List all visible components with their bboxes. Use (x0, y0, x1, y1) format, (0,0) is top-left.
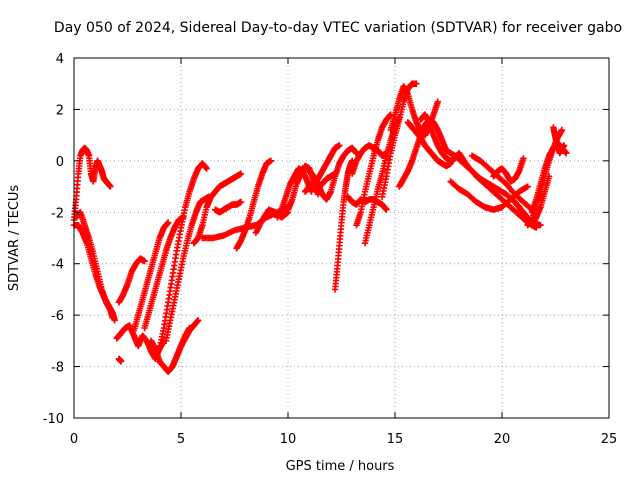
series-12 (190, 170, 245, 247)
data-point (194, 317, 202, 324)
series-36 (490, 155, 527, 185)
series-9 (156, 160, 210, 352)
series-14 (212, 198, 245, 216)
y-tick-labels: 4 2 0 -2 -4 -6 -8 -10 (43, 52, 64, 427)
x-tick-label: 10 (280, 432, 297, 447)
y-tick-label: -4 (51, 258, 64, 273)
data-point (308, 188, 315, 195)
data-point (203, 165, 210, 172)
series-16 (252, 206, 292, 237)
data-point (533, 224, 540, 231)
series-31 (417, 111, 463, 165)
data-point (560, 142, 568, 149)
grid-lines (74, 58, 609, 418)
series-15 (233, 157, 275, 252)
chart-title: Day 050 of 2024, Sidereal Day-to-day VTE… (54, 20, 622, 36)
data-point (331, 170, 339, 177)
data-point (524, 183, 531, 190)
data-point (434, 98, 441, 105)
x-tick-label: 25 (601, 432, 618, 447)
x-tick-label: 5 (177, 432, 185, 447)
data-point (383, 206, 390, 213)
series-3 (115, 355, 125, 365)
x-axis-label: GPS time / hours (286, 459, 395, 474)
x-tick-label: 15 (387, 432, 404, 447)
data-point (117, 358, 125, 365)
data-point (111, 317, 118, 324)
series-21 (314, 170, 339, 190)
series-11 (169, 317, 202, 370)
y-tick-label: 2 (56, 103, 64, 118)
data-point (237, 170, 245, 177)
data-point (141, 257, 148, 265)
data-point (336, 142, 343, 149)
y-axis-label: SDTVAR / TECUs (7, 185, 22, 292)
data-point (107, 183, 114, 190)
plot-frame (73, 57, 610, 419)
series-0 (70, 144, 114, 224)
x-tick-labels: 0 5 10 15 20 25 (70, 432, 617, 447)
series-40 (550, 124, 568, 157)
series-22 (331, 157, 356, 293)
data-point (558, 126, 566, 134)
series-20 (306, 144, 360, 203)
data-point (413, 80, 420, 87)
data-point (537, 221, 544, 229)
data-point (237, 198, 245, 206)
series-2 (70, 221, 118, 324)
data-point (520, 155, 527, 162)
y-tick-label: -2 (51, 206, 64, 221)
data-point (164, 219, 172, 226)
series-6 (130, 219, 172, 334)
series-5 (115, 255, 148, 306)
axis-ticks (73, 57, 610, 419)
y-tick-label: 4 (56, 52, 64, 67)
y-tick-label: 0 (56, 155, 64, 170)
y-tick-label: -10 (43, 412, 64, 427)
data-points (70, 80, 570, 375)
x-tick-label: 20 (494, 432, 511, 447)
y-tick-label: -8 (51, 361, 64, 376)
data-point (267, 157, 275, 165)
series-30 (404, 119, 454, 170)
x-tick-label: 0 (70, 432, 78, 447)
y-tick-label: -6 (51, 309, 64, 324)
data-point (563, 149, 570, 157)
series-25 (353, 111, 394, 229)
